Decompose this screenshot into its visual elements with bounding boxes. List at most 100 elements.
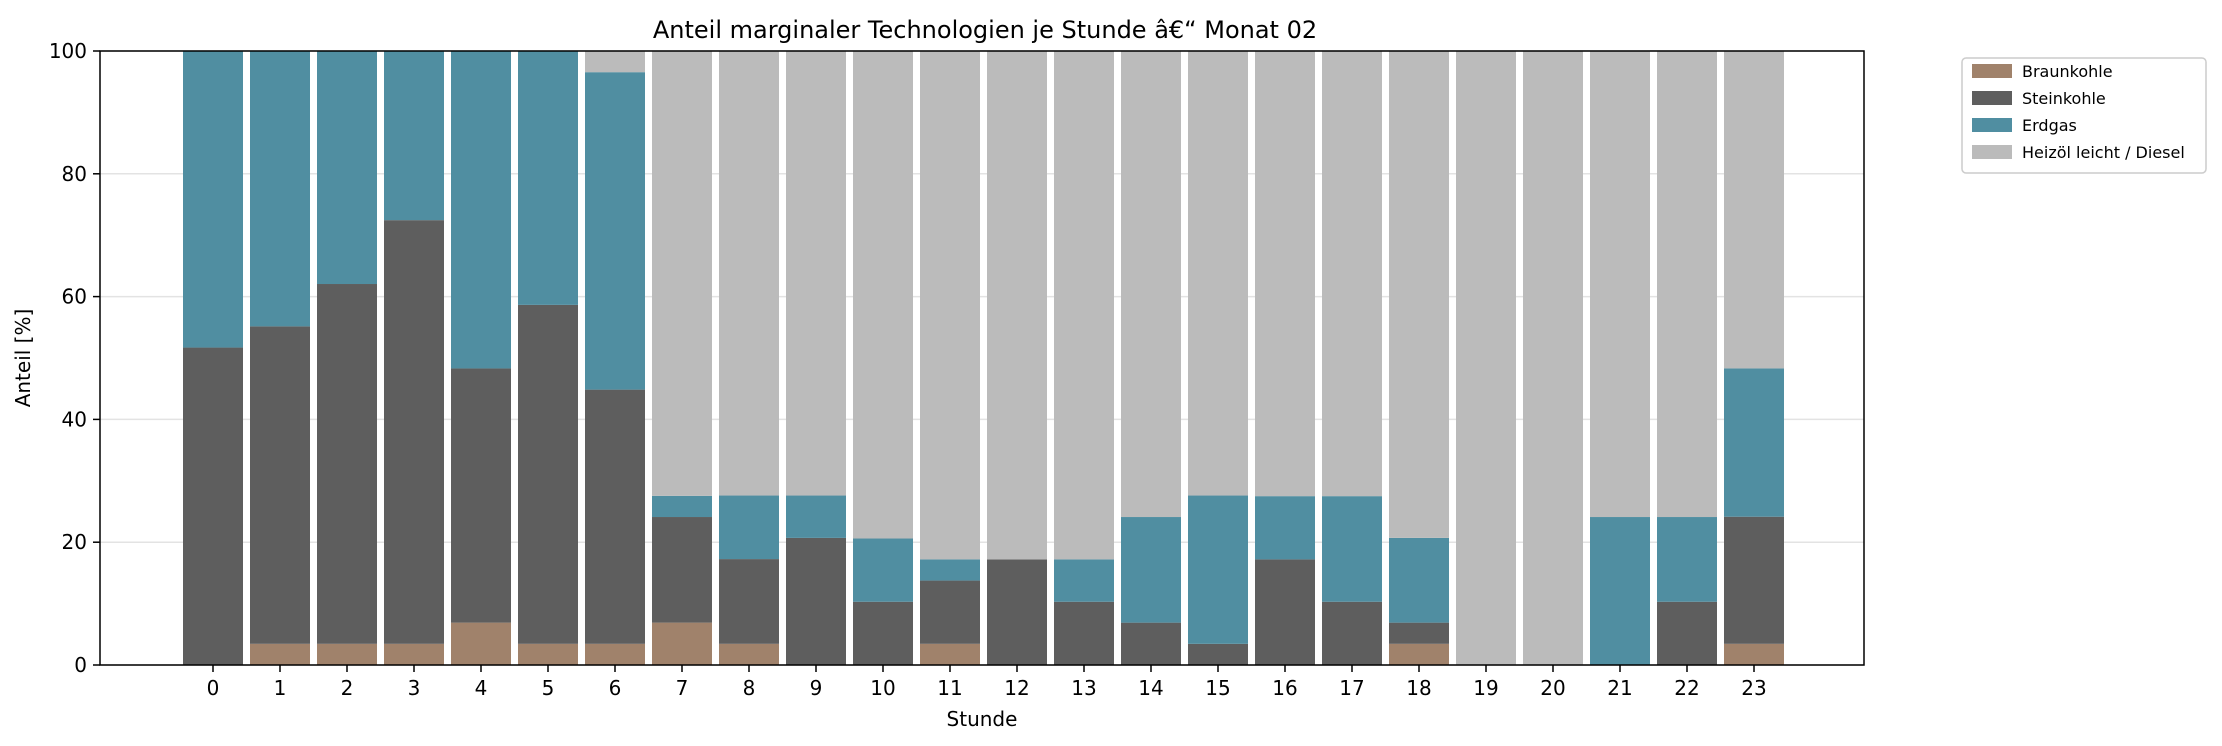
bar-heizöl-leicht-diesel-hour-13 (1054, 51, 1114, 560)
y-tick-label: 40 (62, 407, 87, 431)
bar-erdgas-hour-9 (786, 495, 846, 538)
bar-heizöl-leicht-diesel-hour-12 (987, 51, 1047, 560)
legend-swatch (1972, 145, 2012, 159)
x-tick-label: 22 (1674, 676, 1699, 700)
bar-heizöl-leicht-diesel-hour-15 (1188, 51, 1248, 496)
x-tick-label: 13 (1071, 676, 1096, 700)
bar-heizöl-leicht-diesel-hour-7 (652, 51, 712, 496)
bar-erdgas-hour-17 (1322, 496, 1382, 602)
x-tick-label: 12 (1004, 676, 1029, 700)
bar-erdgas-hour-4 (451, 51, 511, 369)
bar-erdgas-hour-1 (250, 51, 310, 327)
bar-steinkohle-hour-1 (250, 326, 310, 644)
legend-swatch (1972, 118, 2012, 132)
bar-braunkohle-hour-3 (384, 643, 444, 665)
bar-heizöl-leicht-diesel-hour-14 (1121, 51, 1181, 518)
bar-erdgas-hour-23 (1724, 368, 1784, 517)
bar-braunkohle-hour-5 (518, 643, 578, 665)
bar-erdgas-hour-16 (1255, 496, 1315, 560)
bar-heizöl-leicht-diesel-hour-10 (853, 51, 913, 539)
x-tick-label: 1 (274, 676, 287, 700)
bar-heizöl-leicht-diesel-hour-21 (1590, 51, 1650, 518)
bar-braunkohle-hour-23 (1724, 643, 1784, 665)
x-tick-label: 21 (1607, 676, 1632, 700)
x-tick-label: 14 (1138, 676, 1163, 700)
x-axis-label: Stunde (947, 707, 1018, 731)
bar-steinkohle-hour-8 (719, 559, 779, 644)
x-tick-label: 23 (1741, 676, 1766, 700)
bar-braunkohle-hour-6 (585, 643, 645, 665)
bar-braunkohle-hour-11 (920, 643, 980, 665)
bar-steinkohle-hour-7 (652, 517, 712, 623)
bar-steinkohle-hour-10 (853, 601, 913, 665)
bar-steinkohle-hour-12 (987, 559, 1047, 665)
bar-heizöl-leicht-diesel-hour-22 (1657, 51, 1717, 518)
bar-erdgas-hour-11 (920, 559, 980, 581)
bar-heizöl-leicht-diesel-hour-19 (1456, 51, 1516, 665)
bar-heizöl-leicht-diesel-hour-17 (1322, 51, 1382, 497)
bar-steinkohle-hour-9 (786, 537, 846, 665)
bar-heizöl-leicht-diesel-hour-11 (920, 51, 980, 560)
bar-steinkohle-hour-2 (317, 284, 377, 644)
bar-erdgas-hour-3 (384, 51, 444, 221)
bar-erdgas-hour-22 (1657, 517, 1717, 602)
bar-steinkohle-hour-11 (920, 580, 980, 644)
bar-steinkohle-hour-13 (1054, 601, 1114, 665)
bar-erdgas-hour-6 (585, 72, 645, 390)
y-axis: 0 20 40 60 80 100 (49, 39, 100, 677)
plot-frame (99, 50, 1865, 666)
bar-steinkohle-hour-17 (1322, 601, 1382, 665)
x-tick-label: 3 (408, 676, 421, 700)
bar-erdgas-hour-5 (518, 51, 578, 305)
bar-steinkohle-hour-5 (518, 304, 578, 644)
x-tick-label: 18 (1406, 676, 1431, 700)
bar-braunkohle-hour-2 (317, 643, 377, 665)
y-tick-label: 100 (49, 39, 87, 63)
bar-erdgas-hour-2 (317, 51, 377, 285)
x-tick-label: 0 (207, 676, 220, 700)
x-tick-label: 2 (341, 676, 354, 700)
bar-erdgas-hour-14 (1121, 517, 1181, 623)
x-tick-label: 6 (609, 676, 622, 700)
x-tick-label: 19 (1473, 676, 1498, 700)
y-tick-label: 60 (62, 285, 87, 309)
bar-braunkohle-hour-1 (250, 643, 310, 665)
x-tick-label: 15 (1205, 676, 1230, 700)
bar-braunkohle-hour-4 (451, 622, 511, 665)
legend-swatch (1972, 91, 2012, 105)
bar-erdgas-hour-21 (1590, 517, 1650, 665)
bar-erdgas-hour-7 (652, 495, 712, 518)
y-tick-label: 0 (74, 653, 87, 677)
bar-steinkohle-hour-0 (183, 347, 243, 665)
bar-erdgas-hour-8 (719, 495, 779, 560)
bar-braunkohle-hour-7 (652, 622, 712, 665)
y-tick-label: 20 (62, 530, 87, 554)
x-tick-label: 5 (542, 676, 555, 700)
bar-braunkohle-hour-8 (719, 643, 779, 665)
x-tick-label: 4 (475, 676, 488, 700)
legend-box (1961, 57, 2207, 174)
bar-erdgas-hour-18 (1389, 537, 1449, 623)
x-tick-label: 7 (676, 676, 689, 700)
legend-label: Braunkohle (2022, 62, 2113, 81)
legend-label: Steinkohle (2022, 89, 2106, 108)
bar-steinkohle-hour-23 (1724, 516, 1784, 644)
bar-steinkohle-hour-15 (1188, 643, 1248, 665)
bar-steinkohle-hour-18 (1389, 622, 1449, 644)
bar-braunkohle-hour-18 (1389, 643, 1449, 665)
x-axis: 0 1 2 3 4 5 6 7 8 9 10 11 12 13 14 15 16 17 18 19 20 21 22 23 (207, 665, 1767, 700)
y-tick-label: 80 (62, 162, 87, 186)
bar-steinkohle-hour-4 (451, 368, 511, 623)
bar-erdgas-hour-13 (1054, 559, 1114, 602)
legend: Braunkohle Steinkohle Erdgas Heizöl leicht … (1961, 57, 2207, 174)
legend-label: Erdgas (2022, 116, 2077, 135)
bar-heizöl-leicht-diesel-hour-8 (719, 51, 779, 496)
bar-erdgas-hour-15 (1188, 495, 1248, 644)
bar-steinkohle-hour-6 (585, 389, 645, 644)
bar-erdgas-hour-10 (853, 538, 913, 602)
x-tick-label: 9 (810, 676, 823, 700)
bar-steinkohle-hour-14 (1121, 622, 1181, 665)
bars-group (183, 51, 1784, 665)
x-tick-label: 11 (937, 676, 962, 700)
